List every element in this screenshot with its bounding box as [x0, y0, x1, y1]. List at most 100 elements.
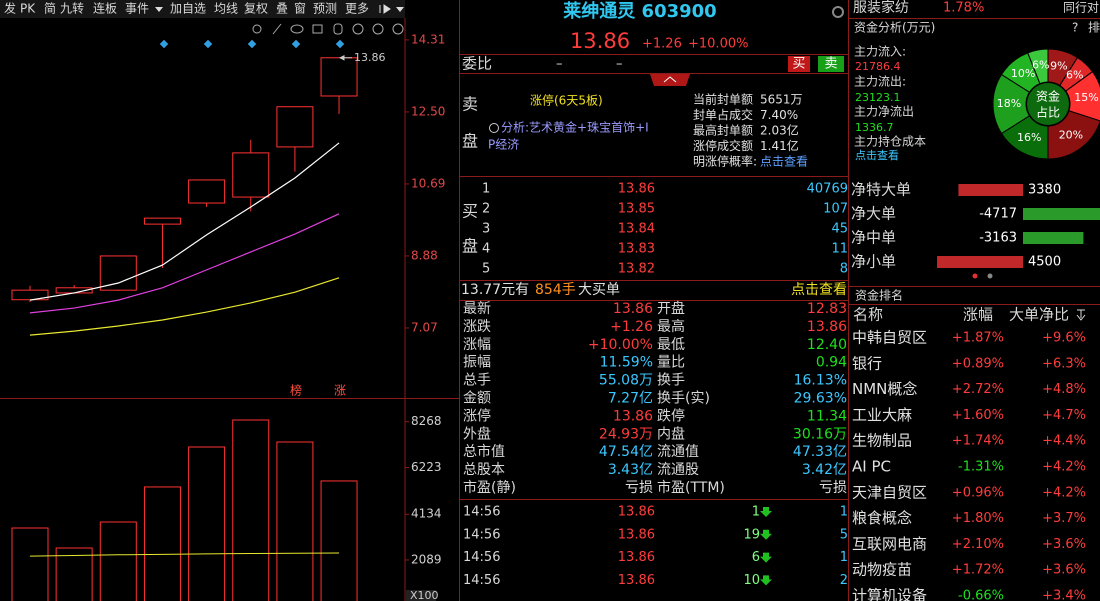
column-header[interactable]: 涨幅 [963, 306, 993, 324]
net-ratio: +4.2% [1042, 460, 1086, 475]
stat-label: 流通股 [657, 462, 699, 478]
panel-title: 资金分析(万元) [854, 20, 935, 35]
chart-tools [252, 23, 404, 35]
sector-name[interactable]: 粮食概念 [852, 509, 912, 527]
sector-name[interactable]: 银行 [852, 354, 882, 372]
tool-icon[interactable] [252, 24, 262, 34]
value: – [616, 57, 623, 72]
y-tick-label: 14.31 [411, 32, 445, 46]
toolbar-icon[interactable] [379, 4, 391, 14]
toolbar-item[interactable]: 复权 [244, 2, 268, 16]
toolbar-icon[interactable] [396, 7, 404, 12]
candle-body [232, 152, 270, 198]
sector-name[interactable]: 天津自贸区 [852, 483, 927, 501]
toolbar-item[interactable]: 事件 [125, 2, 149, 16]
side-label: 盘 [462, 132, 478, 151]
button-label[interactable]: 卖 [824, 57, 837, 72]
analysis: P经济 [488, 137, 519, 152]
chart-marker[interactable]: 涨 [334, 383, 346, 398]
stat-value[interactable]: 点击查看 [760, 155, 808, 169]
buy-button[interactable] [788, 56, 810, 72]
sort-icon[interactable] [1076, 309, 1086, 321]
stat-label: 流通值 [657, 444, 699, 460]
toolbar-item[interactable]: 发 [4, 1, 16, 16]
stat-label: 最高封单额 [693, 123, 753, 138]
sector-name[interactable]: 计算机设备 [852, 587, 927, 601]
column-header[interactable]: 大单净比 [1009, 306, 1069, 324]
stat-value: +1.26 [610, 319, 653, 335]
peer-link[interactable]: 同行对 [1063, 1, 1099, 15]
column-header[interactable]: 名称 [853, 306, 883, 324]
stat-label: 换手(实) [657, 390, 710, 407]
stat-label: 金额 [463, 391, 491, 407]
toolbar-item[interactable]: 连板 [93, 1, 117, 16]
side-label: 买 [462, 202, 478, 221]
collapse-tab[interactable] [650, 74, 690, 86]
toolbar-item[interactable]: 九转 [60, 1, 84, 16]
tool-icon[interactable] [372, 23, 384, 35]
settings-icon[interactable] [832, 6, 844, 18]
stat-value: 7.40% [760, 108, 798, 122]
sector-name[interactable]: AI PC [852, 458, 891, 476]
pie-slice [1027, 48, 1049, 85]
tool-icon[interactable] [272, 23, 282, 35]
sell-button[interactable] [818, 56, 844, 72]
tool-icon[interactable] [290, 24, 304, 34]
moving-average [29, 213, 340, 314]
rank[interactable]: 排 [1088, 21, 1100, 35]
fund-value: 21786.4 [855, 60, 901, 73]
stat-label: 最新 [463, 301, 491, 317]
fund-value[interactable]: 点击查看 [855, 148, 899, 162]
flow-value: -3163 [979, 231, 1017, 246]
toolbar-item[interactable]: 叠 [276, 2, 288, 16]
sector-name[interactable]: 生物制品 [852, 432, 912, 450]
tool-icon[interactable] [333, 23, 343, 35]
stat-value: 47.54亿 [599, 444, 653, 460]
stat-label: 涨幅 [463, 337, 491, 353]
toolbar-item[interactable]: PK [20, 2, 36, 16]
toolbar-item[interactable]: 预测 [313, 2, 337, 16]
sector-change: +2.72% [952, 382, 1004, 397]
toolbar-item[interactable]: 加自选 [170, 2, 206, 16]
sector-name[interactable]: 中韩自贸区 [852, 329, 927, 347]
bid-volume: 45 [831, 222, 848, 237]
event-marker[interactable] [203, 39, 213, 49]
pie-label: 6% [1032, 59, 1049, 72]
stat-value: 2.03亿 [760, 123, 799, 138]
y-tick-label: 4134 [411, 507, 442, 521]
toolbar-item[interactable]: 均线 [214, 2, 238, 16]
stat-value: 11.34 [807, 408, 847, 424]
bid-volume: 11 [831, 242, 848, 257]
event-marker[interactable] [291, 39, 301, 49]
sector-name[interactable]: 动物疫苗 [852, 561, 912, 579]
sector-name[interactable]: 工业大麻 [852, 406, 912, 424]
sector-name[interactable]: 互联网电商 [852, 535, 927, 553]
y-tick-label: 10.69 [411, 176, 445, 190]
chart-marker[interactable]: 榜 [290, 383, 302, 398]
pie-center-label: 占比 [1036, 105, 1060, 120]
sector-name[interactable]: NMN概念 [852, 380, 917, 398]
toolbar-item[interactable]: 窗 [294, 2, 306, 16]
sector-change: +2.10% [952, 537, 1004, 552]
stat-value: 亏损 [625, 480, 653, 496]
tool-icon[interactable] [312, 24, 323, 34]
stat-label: 最高 [657, 318, 685, 335]
stat-label: 振幅 [463, 355, 491, 371]
trade-price: 13.86 [618, 527, 655, 542]
link[interactable]: 点击查看 [791, 282, 847, 298]
event-marker[interactable] [159, 39, 169, 49]
page-dot[interactable] [972, 273, 978, 279]
help[interactable]: ? [1072, 21, 1078, 35]
tool-icon[interactable] [352, 23, 364, 35]
tool-icon[interactable] [392, 23, 404, 35]
toolbar-item[interactable]: 简 [44, 2, 56, 16]
bid-price: 13.85 [618, 202, 655, 217]
candle-body [276, 106, 314, 148]
page-dot[interactable] [987, 273, 993, 279]
event-marker[interactable] [335, 39, 345, 49]
button-label[interactable]: 买 [792, 57, 805, 72]
event-marker[interactable] [247, 39, 257, 49]
toolbar-item[interactable]: 更多 [345, 2, 369, 16]
level: 2 [482, 202, 490, 217]
toolbar-icon[interactable] [155, 7, 163, 12]
